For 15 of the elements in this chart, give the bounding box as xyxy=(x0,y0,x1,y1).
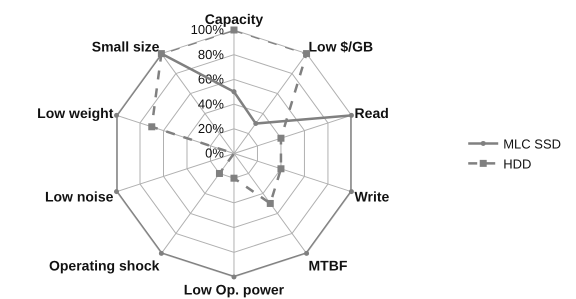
spoke-label: MTBF xyxy=(308,257,348,274)
y-tick-label: 20% xyxy=(198,121,224,136)
spoke-label: Read xyxy=(354,105,389,122)
y-tick-label: 80% xyxy=(198,46,224,62)
y-tick-label: 0% xyxy=(205,146,224,161)
spoke-label: Small size xyxy=(92,38,160,55)
spoke-label: Low noise xyxy=(44,188,114,205)
legend-label: HDD xyxy=(503,156,532,172)
y-tick-label: 40% xyxy=(198,96,224,112)
spoke-label: Operating shock xyxy=(48,257,160,274)
spoke-label: Write xyxy=(354,188,390,205)
spoke-label: Low $/GB xyxy=(308,38,374,55)
spoke-label: Low Op. power xyxy=(184,281,285,298)
legend-label: MLC SSD xyxy=(503,136,562,152)
spoke-label: Low weight xyxy=(37,105,114,122)
